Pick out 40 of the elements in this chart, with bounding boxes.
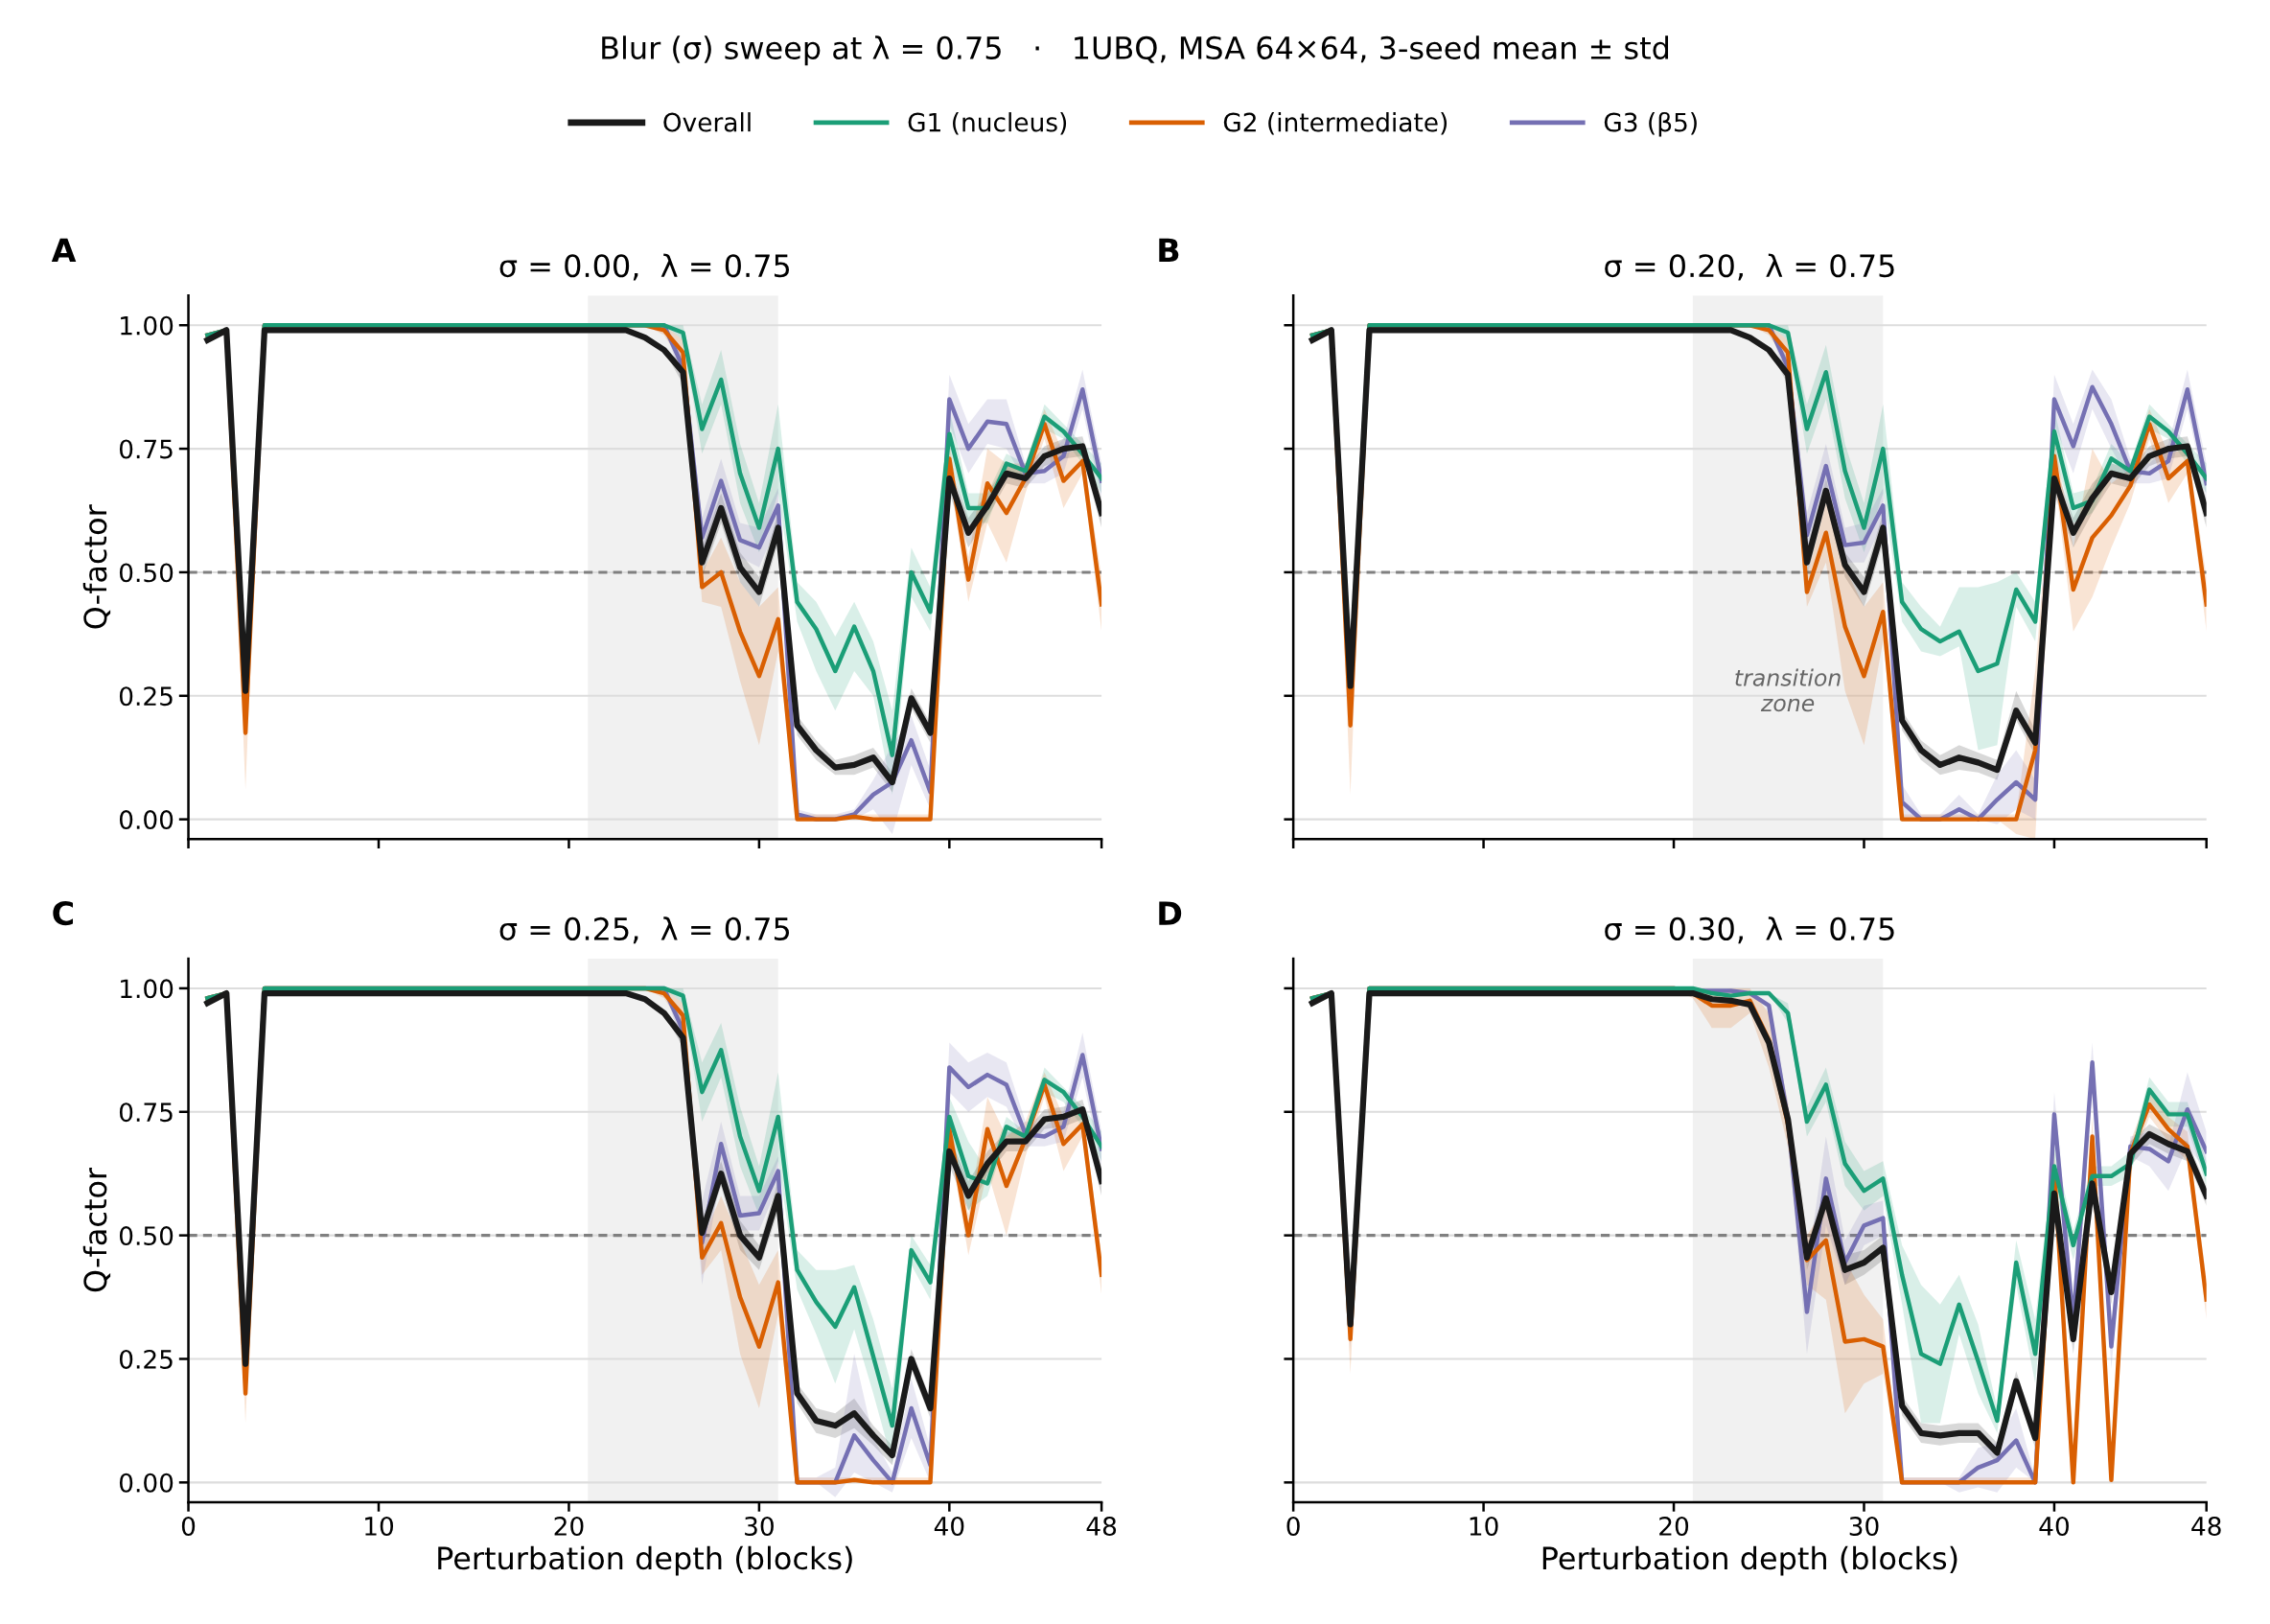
- x-tick-label: 0: [1286, 1517, 1300, 1536]
- chart-title: σ = 0.30, λ = 0.75: [1605, 916, 1894, 944]
- x-tick-label: 30: [1849, 1517, 1879, 1536]
- y-tick-label: 0.50: [119, 563, 174, 583]
- y-tick-label: 0.00: [119, 1473, 174, 1493]
- y-tick-label: 0.50: [119, 1226, 174, 1246]
- x-tick-label: 20: [554, 1517, 584, 1536]
- x-tick-label: 10: [1470, 1517, 1498, 1536]
- x-tick-label: 48: [1086, 1517, 1117, 1536]
- legend-label: G2 (intermediate): [1223, 112, 1448, 135]
- text: B: [1159, 238, 1179, 263]
- chart-title: σ = 0.20, λ = 0.75: [1605, 253, 1894, 281]
- legend-label: Overall: [663, 112, 751, 132]
- y-tick-label: 0.75: [119, 1102, 173, 1123]
- y-axis-title: Q-factor: [82, 504, 111, 629]
- text: C: [53, 900, 73, 926]
- chart-title: σ = 0.00, λ = 0.75: [499, 253, 790, 281]
- x-axis-title: Perturbation depth (blocks): [438, 1545, 852, 1576]
- text: D: [1159, 901, 1182, 925]
- annotation: transition zone: [1735, 668, 1841, 712]
- legend-label: G3 (β5): [1604, 111, 1697, 137]
- x-tick-label: 30: [745, 1517, 774, 1536]
- text: A: [51, 238, 77, 263]
- y-tick-label: 0.25: [119, 1349, 173, 1369]
- y-tick-label: 0.25: [119, 686, 173, 707]
- x-tick-label: 0: [181, 1517, 196, 1536]
- x-tick-label: 40: [934, 1517, 964, 1536]
- y-axis-title: Q-factor: [82, 1167, 111, 1292]
- y-tick-label: 1.00: [121, 315, 174, 336]
- chart-title: σ = 0.25, λ = 0.75: [499, 916, 790, 944]
- x-tick-label: 40: [2039, 1517, 2069, 1536]
- chart-subtitle: Blur (σ) sweep at λ = 0.75 · 1UBQ, MSA 64×64, 3-seed mean ± std: [602, 35, 1669, 66]
- x-tick-label: 48: [2191, 1517, 2221, 1536]
- x-tick-label: 20: [1659, 1517, 1689, 1536]
- y-tick-label: 0.00: [119, 810, 174, 830]
- x-axis-title: Perturbation depth (blocks): [1542, 1545, 1957, 1576]
- x-tick-label: 10: [365, 1517, 394, 1536]
- y-tick-label: 1.00: [121, 979, 174, 999]
- y-tick-label: 0.75: [119, 439, 173, 459]
- legend-label: G1 (nucleus): [908, 112, 1067, 135]
